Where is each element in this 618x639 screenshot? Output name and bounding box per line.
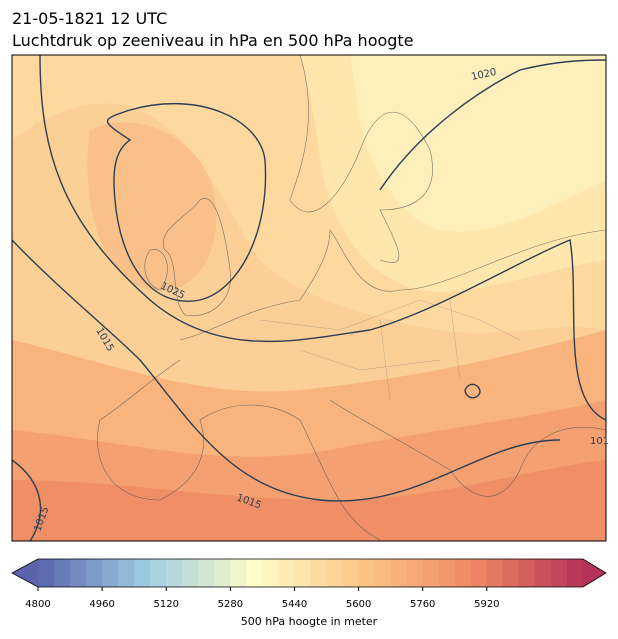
colorbar-segment — [102, 559, 119, 587]
colorbar: 4800 4960 5120 5280 5440 5600 5760 5920 — [11, 558, 607, 610]
colorbar-segment — [534, 559, 552, 587]
colorbar-tick-label: 4960 — [89, 599, 114, 610]
subtitle: Luchtdruk op zeeniveau in hPa en 500 hPa… — [12, 31, 414, 50]
contour-label: 101 — [590, 436, 609, 447]
colorbar-segment — [502, 559, 520, 587]
colorbar-segment — [358, 559, 376, 587]
colorbar-tick-label: 5760 — [410, 599, 435, 610]
map: 1020 1025 1015 1015 1015 101 — [11, 54, 609, 542]
colorbar-tick-label: 5440 — [282, 599, 307, 610]
colorbar-segment — [470, 559, 488, 587]
colorbar-extend-low — [12, 559, 38, 587]
colorbar-segment — [566, 559, 584, 587]
colorbar-tick-label: 5600 — [346, 599, 371, 610]
colorbar-segment — [374, 559, 392, 587]
colorbar-segment — [294, 559, 311, 587]
colorbar-outline — [11, 558, 607, 588]
contour-label: 1020 — [470, 67, 497, 83]
colorbar-segment — [230, 559, 247, 587]
colorbar-segment — [406, 559, 424, 587]
colorbar-segment — [150, 559, 167, 587]
colorbar-segment — [54, 559, 71, 587]
colorbar-segment — [422, 559, 440, 587]
colorbar-segment — [310, 559, 328, 587]
colorbar-segment — [166, 559, 183, 587]
colorbar-tick-label: 5280 — [218, 599, 243, 610]
colorbar-extend-high — [583, 559, 606, 587]
colorbar-segment — [326, 559, 344, 587]
colorbar-segment — [518, 559, 536, 587]
colorbar-segment — [550, 559, 568, 587]
colorbar-segment — [438, 559, 456, 587]
title: 21-05-1821 12 UTC — [12, 9, 167, 28]
colorbar-segment — [278, 559, 295, 587]
colorbar-label: 500 hPa hoogte in meter — [241, 615, 378, 628]
colorbar-segment — [214, 559, 231, 587]
colorbar-tick-label: 5120 — [154, 599, 179, 610]
colorbar-tick-label: 5920 — [474, 599, 499, 610]
colorbar-tick-label: 4800 — [25, 599, 50, 610]
colorbar-segment — [390, 559, 408, 587]
colorbar-segment — [246, 559, 263, 587]
colorbar-segment — [38, 559, 55, 587]
colorbar-segment — [134, 559, 151, 587]
colorbar-segment — [262, 559, 279, 587]
colorbar-segment — [454, 559, 472, 587]
colorbar-segment — [182, 559, 199, 587]
colorbar-segment — [198, 559, 215, 587]
colorbar-segment — [86, 559, 103, 587]
colorbar-segment — [486, 559, 504, 587]
colorbar-segment — [118, 559, 135, 587]
colorbar-segment — [342, 559, 360, 587]
colorbar-segment — [70, 559, 87, 587]
